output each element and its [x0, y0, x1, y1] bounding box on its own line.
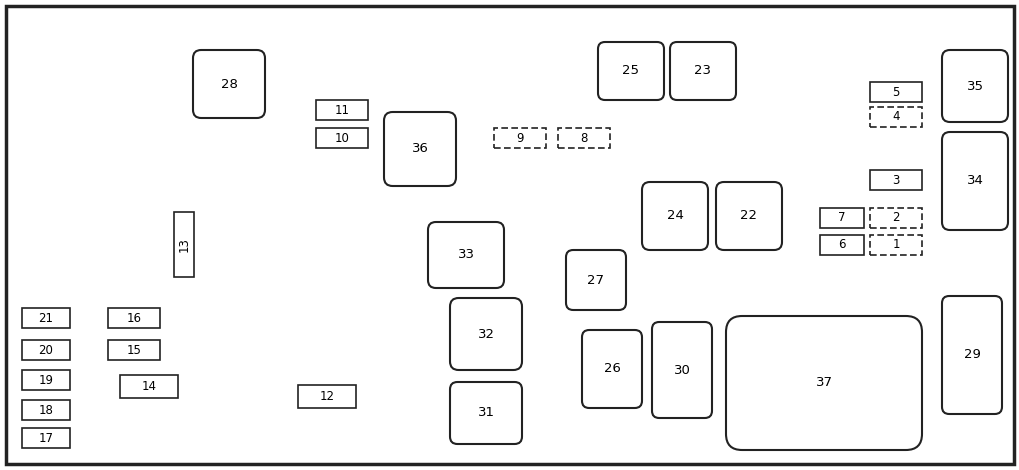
Bar	[869, 235, 921, 255]
FancyBboxPatch shape	[942, 296, 1001, 414]
FancyBboxPatch shape	[428, 222, 503, 288]
FancyBboxPatch shape	[193, 50, 265, 118]
Text: 12: 12	[319, 390, 334, 403]
Text: 14: 14	[142, 380, 156, 393]
Bar	[819, 208, 863, 228]
Text: 19: 19	[39, 374, 53, 386]
FancyBboxPatch shape	[641, 182, 707, 250]
Text: 16: 16	[126, 312, 142, 324]
Bar	[557, 128, 609, 148]
FancyBboxPatch shape	[942, 132, 1007, 230]
Text: 24: 24	[665, 210, 683, 222]
Text: 7: 7	[838, 212, 845, 225]
Bar	[869, 208, 921, 228]
Text: 20: 20	[39, 344, 53, 357]
Bar	[120, 375, 178, 398]
FancyBboxPatch shape	[651, 322, 711, 418]
Bar	[22, 340, 70, 360]
Text: 26: 26	[603, 362, 620, 376]
Text: 35: 35	[966, 79, 982, 93]
Bar	[174, 212, 194, 277]
Bar	[819, 235, 863, 255]
Text: 23: 23	[694, 64, 711, 78]
Text: 18: 18	[39, 404, 53, 416]
FancyBboxPatch shape	[726, 316, 921, 450]
Text: 5: 5	[892, 86, 899, 99]
Text: 36: 36	[411, 142, 428, 156]
Text: 17: 17	[39, 431, 53, 445]
Text: 34: 34	[966, 174, 982, 188]
Text: 21: 21	[39, 312, 53, 324]
FancyBboxPatch shape	[566, 250, 626, 310]
Text: 6: 6	[838, 238, 845, 251]
Bar	[22, 370, 70, 390]
Bar	[316, 128, 368, 148]
FancyBboxPatch shape	[942, 50, 1007, 122]
FancyBboxPatch shape	[449, 298, 522, 370]
FancyBboxPatch shape	[715, 182, 782, 250]
Text: 22: 22	[740, 210, 757, 222]
Bar	[869, 107, 921, 127]
Bar	[22, 400, 70, 420]
FancyBboxPatch shape	[383, 112, 455, 186]
Text: 2: 2	[892, 212, 899, 225]
Bar	[869, 170, 921, 190]
Bar	[869, 82, 921, 102]
Text: 32: 32	[477, 328, 494, 340]
Text: 3: 3	[892, 173, 899, 187]
Bar	[298, 385, 356, 408]
Text: 31: 31	[477, 407, 494, 420]
Text: 37: 37	[815, 376, 832, 390]
Text: 9: 9	[516, 132, 523, 144]
Bar	[22, 308, 70, 328]
Text: 29: 29	[963, 348, 979, 361]
Text: 15: 15	[126, 344, 142, 357]
Text: 4: 4	[892, 110, 899, 124]
Bar	[22, 428, 70, 448]
Text: 10: 10	[334, 132, 350, 144]
Text: 33: 33	[458, 249, 474, 261]
Bar	[316, 100, 368, 120]
Text: 11: 11	[334, 103, 350, 117]
Bar	[108, 340, 160, 360]
Text: 27: 27	[587, 274, 604, 287]
Bar	[493, 128, 545, 148]
Bar	[108, 308, 160, 328]
FancyBboxPatch shape	[669, 42, 736, 100]
FancyBboxPatch shape	[597, 42, 663, 100]
Text: 1: 1	[892, 238, 899, 251]
Text: 8: 8	[580, 132, 587, 144]
Text: 25: 25	[622, 64, 639, 78]
FancyBboxPatch shape	[449, 382, 522, 444]
Text: 13: 13	[177, 237, 191, 252]
Text: 30: 30	[673, 363, 690, 376]
Text: 28: 28	[220, 78, 237, 91]
FancyBboxPatch shape	[582, 330, 641, 408]
